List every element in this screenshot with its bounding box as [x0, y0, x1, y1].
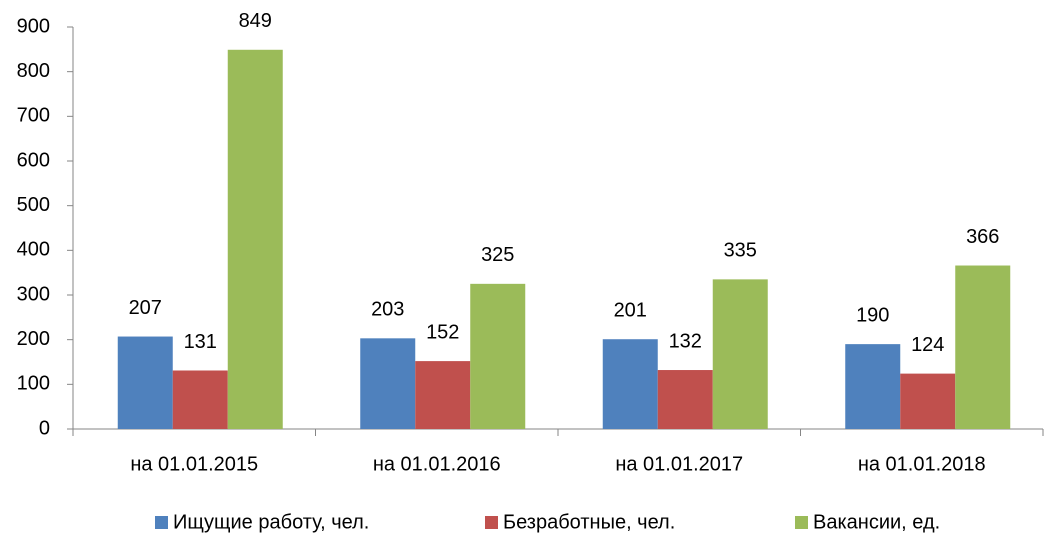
- y-tick-label: 600: [17, 149, 50, 171]
- y-tick-label: 0: [39, 417, 50, 439]
- bar: [955, 265, 1011, 429]
- legend-swatch: [155, 516, 168, 529]
- x-tick-label: на 01.01.2017: [615, 453, 743, 475]
- legend-label: Ищущие работу, чел.: [173, 511, 369, 533]
- y-tick-label: 900: [17, 15, 50, 37]
- bar: [657, 370, 713, 429]
- x-tick-label: на 01.01.2015: [130, 453, 258, 475]
- y-tick-label: 800: [17, 60, 50, 82]
- data-label: 335: [724, 240, 757, 262]
- bar: [415, 361, 471, 429]
- y-tick-label: 400: [17, 239, 50, 261]
- legend-label: Безработные, чел.: [503, 511, 675, 533]
- data-label: 152: [426, 321, 459, 343]
- y-tick-label: 700: [17, 105, 50, 127]
- bar: [470, 283, 526, 429]
- y-tick-label: 300: [17, 283, 50, 305]
- bar: [845, 344, 901, 429]
- bar: [900, 373, 956, 429]
- y-tick-label: 200: [17, 328, 50, 350]
- bar: [172, 370, 228, 429]
- data-label: 203: [371, 299, 404, 321]
- data-label: 124: [911, 334, 944, 356]
- legend-swatch: [485, 516, 498, 529]
- data-label: 131: [184, 331, 217, 353]
- data-label: 325: [481, 244, 514, 266]
- x-tick-label: на 01.01.2018: [858, 453, 986, 475]
- data-label: 190: [856, 304, 889, 326]
- x-tick-label: на 01.01.2016: [373, 453, 501, 475]
- data-label: 132: [669, 330, 702, 352]
- data-label: 201: [614, 300, 647, 322]
- data-label: 849: [239, 10, 272, 32]
- legend-label: Вакансии, ед.: [813, 511, 940, 533]
- bar: [117, 336, 173, 429]
- data-label: 207: [129, 297, 162, 319]
- bar: [360, 338, 416, 429]
- y-tick-label: 500: [17, 194, 50, 216]
- data-label: 366: [966, 226, 999, 248]
- y-tick-label: 100: [17, 373, 50, 395]
- bar: [602, 339, 658, 429]
- bar: [712, 279, 768, 429]
- bar: [227, 49, 283, 429]
- legend-swatch: [795, 516, 808, 529]
